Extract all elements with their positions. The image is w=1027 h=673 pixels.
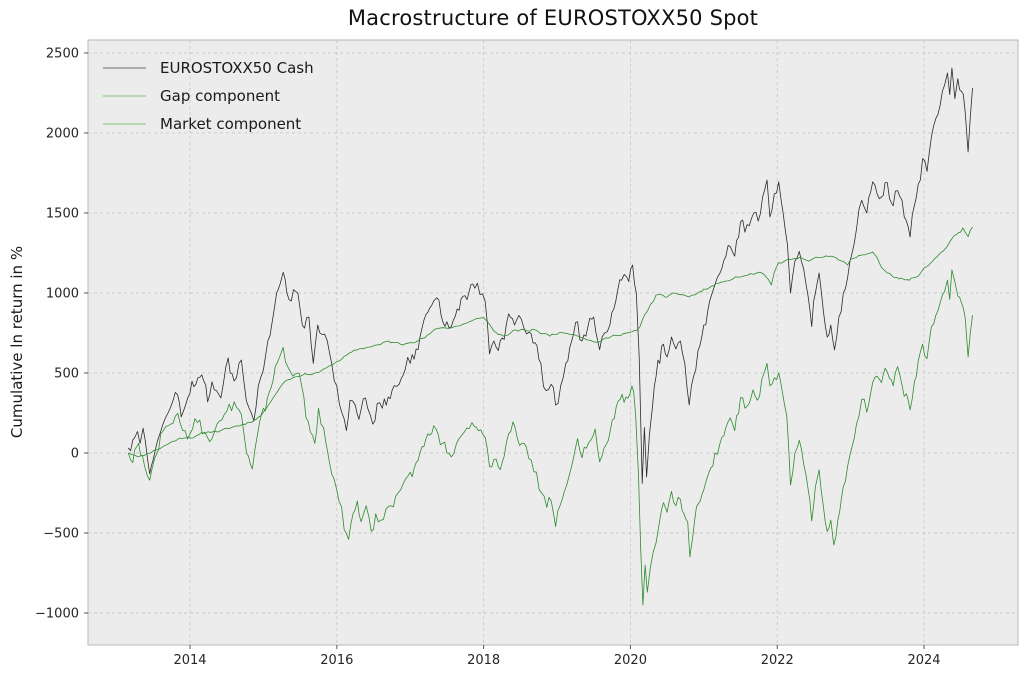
legend-item-market-component: Market component: [103, 110, 314, 138]
legend-item-gap-component: Gap component: [103, 82, 314, 110]
y-tick-label: 2000: [46, 126, 79, 141]
legend-line-icon-gap: [103, 95, 146, 97]
y-tick-label: 0: [71, 446, 79, 461]
x-tick-label: 2024: [907, 653, 940, 668]
legend: EUROSTOXX50 Cash Gap component Market co…: [103, 54, 314, 138]
legend-line-icon-cash: [103, 67, 146, 69]
y-tick-label: −500: [43, 526, 79, 541]
legend-label: Market component: [160, 115, 302, 133]
x-tick-label: 2018: [467, 653, 500, 668]
x-tick-label: 2014: [173, 653, 206, 668]
plot-area: [87, 39, 1019, 646]
legend-label: Gap component: [160, 87, 280, 105]
legend-line-icon-market: [103, 123, 146, 125]
y-tick-label: −1000: [35, 606, 79, 621]
chart-title: Macrostructure of EUROSTOXX50 Spot: [347, 6, 759, 30]
y-tick-label: 2500: [46, 46, 79, 61]
y-tick-label: 1000: [46, 286, 79, 301]
y-tick-label: 500: [54, 366, 79, 381]
legend-item-eurostoxx50-cash: EUROSTOXX50 Cash: [103, 54, 314, 82]
legend-label: EUROSTOXX50 Cash: [160, 59, 314, 77]
y-tick-label: 1500: [46, 206, 79, 221]
x-tick-label: 2020: [614, 653, 647, 668]
series-line-eurostoxx50-cash: [128, 67, 973, 484]
x-tick-label: 2022: [761, 653, 794, 668]
series-line-market-component: [128, 269, 973, 606]
x-tick-label: 2016: [320, 653, 353, 668]
